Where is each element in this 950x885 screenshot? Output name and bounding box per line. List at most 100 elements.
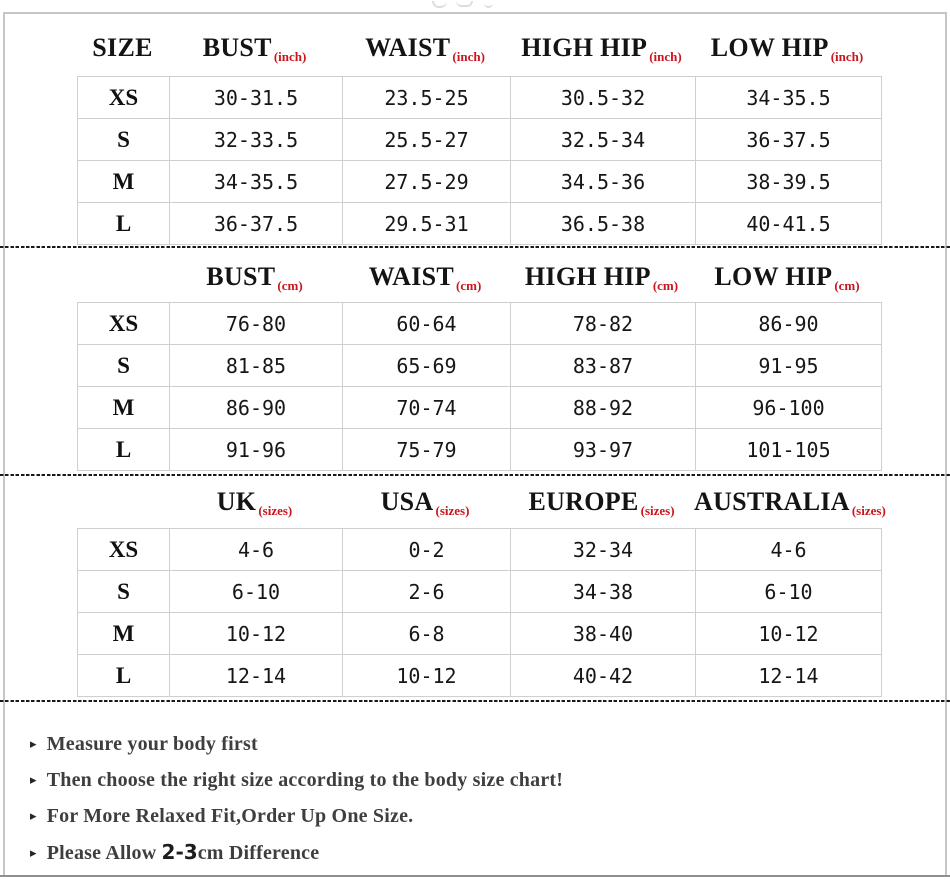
unit-subscript: (inch) bbox=[273, 49, 307, 64]
triangle-bullet-icon: ▸ bbox=[30, 809, 37, 824]
col-header-label: WAIST bbox=[368, 262, 455, 291]
col-header-waist-cm: WAIST (cm) bbox=[341, 257, 509, 297]
col-header-usa: USA (sizes) bbox=[341, 482, 509, 522]
size-label-cell: S bbox=[77, 570, 170, 613]
table-row: XS 4-6 0-2 32-34 4-6 bbox=[77, 528, 882, 571]
col-header-label: USA bbox=[380, 487, 434, 516]
table-row: M 86-90 70-74 88-92 96-100 bbox=[77, 386, 882, 429]
value-cell: 30-31.5 bbox=[169, 76, 343, 119]
value-cell: 36.5-38 bbox=[510, 202, 696, 245]
value-cell: 70-74 bbox=[342, 386, 511, 429]
size-label-cell: XS bbox=[77, 528, 170, 571]
col-header-bust-cm: BUST (cm) bbox=[168, 257, 341, 297]
unit-subscript: (sizes) bbox=[258, 503, 293, 518]
note-text: Please Allow bbox=[46, 842, 162, 864]
value-cell: 91-96 bbox=[169, 428, 343, 471]
note-item: ▸ Please Allow 2-3cm Difference bbox=[30, 834, 920, 870]
value-cell: 0-2 bbox=[342, 528, 511, 571]
table-row: L 12-14 10-12 40-42 12-14 bbox=[77, 654, 882, 697]
triangle-bullet-icon: ▸ bbox=[30, 846, 37, 861]
triangle-bullet-icon: ▸ bbox=[30, 773, 37, 788]
col-header-label: LOW HIP bbox=[710, 33, 829, 62]
table-row: S 81-85 65-69 83-87 91-95 bbox=[77, 344, 882, 387]
dashed-divider bbox=[0, 474, 950, 476]
value-cell: 38-39.5 bbox=[695, 160, 882, 203]
table-row: M 34-35.5 27.5-29 34.5-36 38-39.5 bbox=[77, 160, 882, 203]
col-header-size: SIZE bbox=[92, 33, 153, 62]
size-label-cell: XS bbox=[77, 76, 170, 119]
table-row: L 91-96 75-79 93-97 101-105 bbox=[77, 428, 882, 471]
value-cell: 23.5-25 bbox=[342, 76, 511, 119]
fit-notes: ▸ Measure your body first ▸ Then choose th… bbox=[30, 726, 920, 870]
value-cell: 81-85 bbox=[169, 344, 343, 387]
value-cell: 96-100 bbox=[695, 386, 882, 429]
col-header-label: BUST bbox=[202, 33, 272, 62]
section-sizes-header-row: UK (sizes) USA (sizes) EUROPE (sizes) AUSTR… bbox=[0, 482, 950, 522]
table-row: XS 30-31.5 23.5-25 30.5-32 34-35.5 bbox=[77, 76, 882, 119]
size-label-cell: S bbox=[77, 344, 170, 387]
value-cell: 34-35.5 bbox=[695, 76, 882, 119]
col-header-label: EUROPE bbox=[528, 487, 639, 516]
col-header-label: AUSTRALIA bbox=[694, 487, 850, 516]
size-label-cell: M bbox=[77, 160, 170, 203]
value-cell: 29.5-31 bbox=[342, 202, 511, 245]
section-inch-header-row: SIZE BUST (inch) WAIST (inch) HIGH HIP (inc… bbox=[0, 28, 950, 68]
note-text: Then choose the right size according to … bbox=[46, 769, 564, 791]
value-cell: 10-12 bbox=[169, 612, 343, 655]
size-label-cell: L bbox=[77, 202, 170, 245]
value-cell: 91-95 bbox=[695, 344, 882, 387]
col-header-label: UK bbox=[216, 487, 257, 516]
value-cell: 86-90 bbox=[169, 386, 343, 429]
dashed-divider bbox=[0, 246, 950, 248]
value-cell: 2-6 bbox=[342, 570, 511, 613]
size-label-cell: M bbox=[77, 386, 170, 429]
unit-subscript: (cm) bbox=[277, 278, 303, 293]
bottom-border-line bbox=[0, 875, 950, 877]
value-cell: 36-37.5 bbox=[169, 202, 343, 245]
note-item: ▸ Then choose the right size according to… bbox=[30, 762, 920, 798]
size-table-international: XS 4-6 0-2 32-34 4-6 S 6-10 2-6 34-38 6-… bbox=[77, 528, 882, 697]
unit-subscript: (cm) bbox=[652, 278, 679, 293]
size-label-cell: XS bbox=[77, 302, 170, 345]
value-cell: 60-64 bbox=[342, 302, 511, 345]
size-table-cm: XS 76-80 60-64 78-82 86-90 S 81-85 65-69… bbox=[77, 302, 882, 471]
value-cell: 6-10 bbox=[695, 570, 882, 613]
value-cell: 76-80 bbox=[169, 302, 343, 345]
note-item: ▸ For More Relaxed Fit,Order Up One Size. bbox=[30, 798, 920, 834]
value-cell: 6-10 bbox=[169, 570, 343, 613]
value-cell: 34.5-36 bbox=[510, 160, 696, 203]
table-row: S 6-10 2-6 34-38 6-10 bbox=[77, 570, 882, 613]
col-header-highhip-cm: HIGH HIP (cm) bbox=[509, 257, 694, 297]
unit-subscript: (sizes) bbox=[640, 503, 675, 518]
value-cell: 83-87 bbox=[510, 344, 696, 387]
col-header-bust-inch: BUST (inch) bbox=[168, 28, 341, 68]
col-header-europe: EUROPE (sizes) bbox=[509, 482, 694, 522]
value-cell: 27.5-29 bbox=[342, 160, 511, 203]
remnant-glyph bbox=[484, 1, 493, 8]
dashed-divider bbox=[0, 700, 950, 702]
col-header-uk: UK (sizes) bbox=[168, 482, 341, 522]
value-cell: 6-8 bbox=[342, 612, 511, 655]
value-cell: 34-35.5 bbox=[169, 160, 343, 203]
value-cell: 86-90 bbox=[695, 302, 882, 345]
value-cell: 30.5-32 bbox=[510, 76, 696, 119]
col-header-label: LOW HIP bbox=[714, 262, 833, 291]
table-row: XS 76-80 60-64 78-82 86-90 bbox=[77, 302, 882, 345]
value-cell: 65-69 bbox=[342, 344, 511, 387]
col-header-waist-inch: WAIST (inch) bbox=[341, 28, 509, 68]
value-cell: 93-97 bbox=[510, 428, 696, 471]
note-text: Measure your body first bbox=[46, 733, 258, 755]
value-cell: 40-41.5 bbox=[695, 202, 882, 245]
value-cell: 78-82 bbox=[510, 302, 696, 345]
remnant-glyph bbox=[456, 1, 473, 7]
value-cell: 40-42 bbox=[510, 654, 696, 697]
note-text: For More Relaxed Fit,Order Up One Size. bbox=[46, 805, 414, 827]
col-header-highhip-inch: HIGH HIP (inch) bbox=[509, 28, 694, 68]
value-cell: 38-40 bbox=[510, 612, 696, 655]
value-cell: 4-6 bbox=[169, 528, 343, 571]
unit-subscript: (inch) bbox=[830, 49, 864, 64]
value-cell: 32.5-34 bbox=[510, 118, 696, 161]
value-cell: 25.5-27 bbox=[342, 118, 511, 161]
unit-subscript: (cm) bbox=[456, 278, 482, 293]
